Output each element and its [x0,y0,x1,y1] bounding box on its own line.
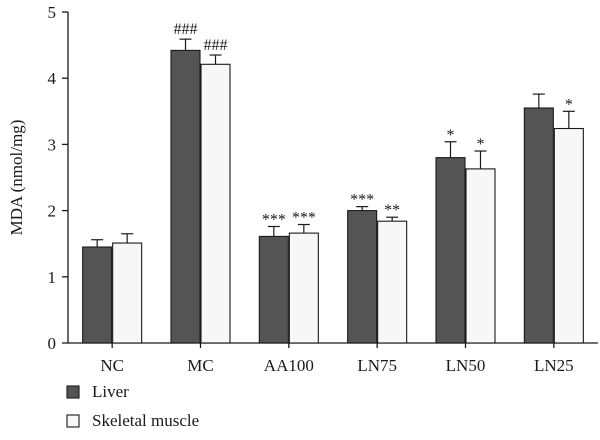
x-tick-label: AA100 [264,356,314,375]
bar-skeletal-muscle [288,232,319,344]
bars-layer [82,38,584,344]
bar-liver [82,246,113,344]
significance-marker: *** [262,211,286,228]
significance-marker: ### [204,37,228,54]
y-tick-label: 2 [48,202,57,221]
y-tick-label: 5 [48,3,57,22]
legend-label: Skeletal muscle [92,411,199,430]
bar-liver [347,210,378,344]
bar-skeletal-muscle [553,127,584,344]
y-tick-label: 4 [48,69,57,88]
x-tick-label: LN75 [357,356,397,375]
legend-swatch-skeletal-muscle [66,414,80,428]
legend-swatch-liver [66,385,80,399]
x-tick-label: NC [100,356,124,375]
y-axis-title: MDA (nmol/mg) [7,120,26,236]
axes [62,11,598,348]
bar-skeletal-muscle [200,63,231,344]
bar-skeletal-muscle [465,168,496,344]
significance-marker: ** [384,202,400,219]
y-tick-label: 0 [48,334,57,353]
y-tick-label: 3 [48,135,57,154]
x-tick-label: LN50 [446,356,486,375]
significance-marker: * [477,136,485,153]
significance-marker: *** [350,192,374,209]
significance-marker: * [447,127,455,144]
significance-marker: *** [292,210,316,227]
significance-marker: * [565,96,573,113]
bar-liver [523,107,554,344]
x-tick-label: MC [187,356,213,375]
legend-label: Liver [92,382,129,401]
significance-marker: ### [174,21,198,38]
legend: Liver Skeletal muscle [66,382,199,430]
bar-skeletal-muscle [112,242,143,344]
bar-liver [170,49,201,344]
bar-liver [435,157,466,344]
y-tick-label: 1 [48,268,57,287]
x-tick-label: LN25 [534,356,574,375]
bar-liver [258,235,289,344]
bar-skeletal-muscle [377,220,408,344]
